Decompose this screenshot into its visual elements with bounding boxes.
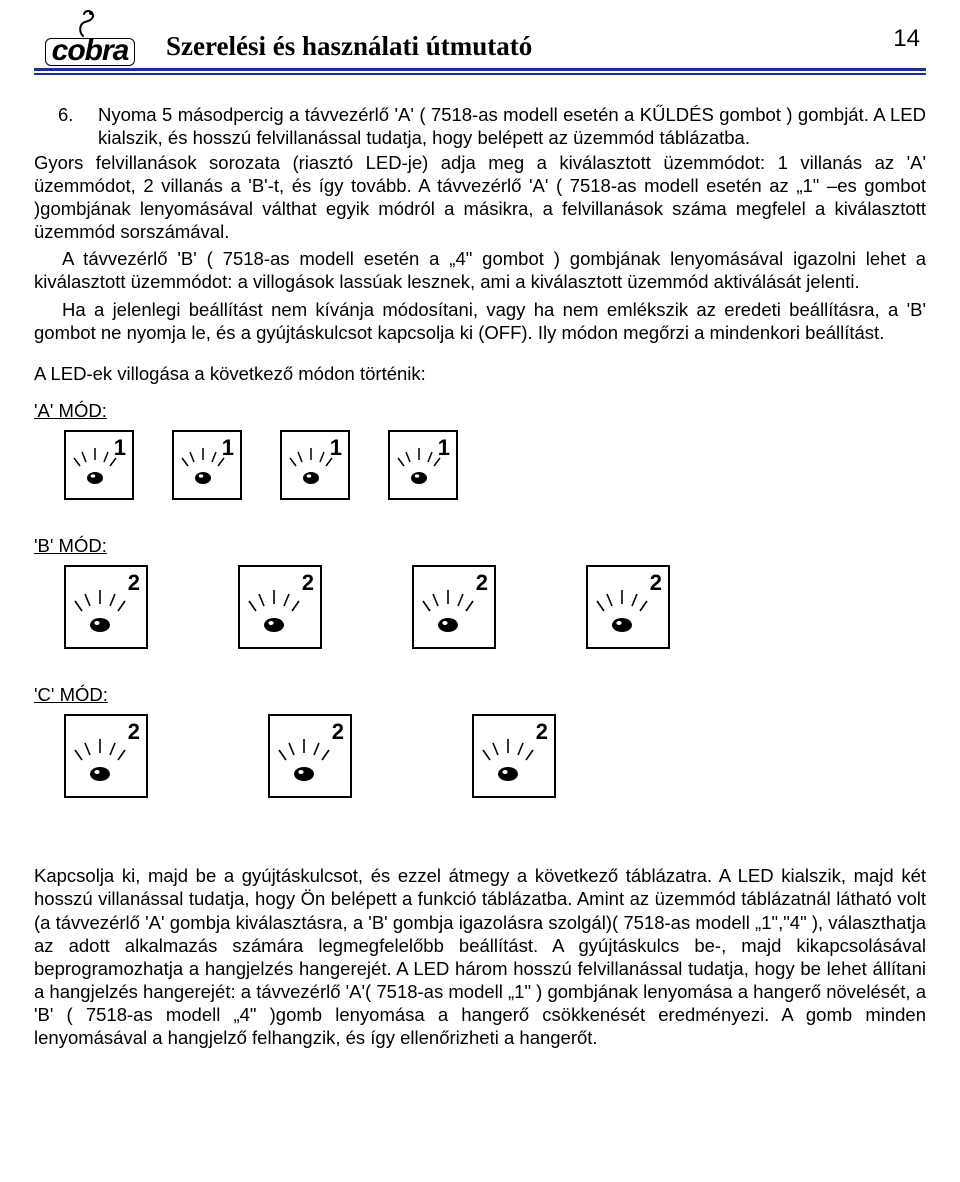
led-box: 1 xyxy=(280,430,350,500)
paragraph-2: A távvezérlő 'B' ( 7518-as modell esetén… xyxy=(34,247,926,293)
led-number: 2 xyxy=(128,718,140,746)
brand-name: cobra xyxy=(45,38,136,66)
led-box: 1 xyxy=(64,430,134,500)
led-flash-icon xyxy=(394,442,444,495)
led-box: 2 xyxy=(64,565,148,649)
led-box: 2 xyxy=(472,714,556,798)
led-intro: A LED-ek villogása a következő módon tör… xyxy=(34,362,926,385)
mode-b-row: 2 2 2 2 xyxy=(34,565,926,649)
led-flash-icon xyxy=(418,583,476,644)
led-flash-icon xyxy=(70,732,128,793)
paragraph-1: Gyors felvillanások sorozata (riasztó LE… xyxy=(34,151,926,244)
mode-a-row: 1 1 1 1 xyxy=(34,430,926,500)
led-flash-icon xyxy=(478,732,536,793)
led-box: 1 xyxy=(172,430,242,500)
header-rule xyxy=(34,68,926,77)
led-number: 2 xyxy=(128,569,140,597)
list-number: 6. xyxy=(34,103,98,149)
led-flash-icon xyxy=(178,442,228,495)
list-item-6: 6. Nyoma 5 másodpercig a távvezérlő 'A' … xyxy=(34,103,926,149)
led-flash-icon xyxy=(70,442,120,495)
led-flash-icon xyxy=(274,732,332,793)
led-box: 2 xyxy=(268,714,352,798)
led-flash-icon xyxy=(286,442,336,495)
page-content: 6. Nyoma 5 másodpercig a távvezérlő 'A' … xyxy=(34,103,926,1050)
header-left: cobra Szerelési és használati útmutató xyxy=(34,10,532,66)
led-number: 2 xyxy=(650,569,662,597)
page-number: 14 xyxy=(893,10,926,54)
mode-c-row: 2 2 2 xyxy=(34,714,926,798)
mode-a-label: 'A' MÓD: xyxy=(34,399,926,422)
document-title: Szerelési és használati útmutató xyxy=(166,30,532,66)
led-box: 2 xyxy=(64,714,148,798)
led-box: 2 xyxy=(586,565,670,649)
led-box: 2 xyxy=(238,565,322,649)
led-number: 2 xyxy=(476,569,488,597)
list-text: Nyoma 5 másodpercig a távvezérlő 'A' ( 7… xyxy=(98,103,926,149)
led-flash-icon xyxy=(70,583,128,644)
bottom-paragraph: Kapcsolja ki, majd be a gyújtáskulcsot, … xyxy=(34,864,926,1049)
led-number: 2 xyxy=(302,569,314,597)
page-header: cobra Szerelési és használati útmutató 1… xyxy=(34,10,926,66)
brand-logo: cobra xyxy=(34,10,146,66)
mode-b-label: 'B' MÓD: xyxy=(34,534,926,557)
page: cobra Szerelési és használati útmutató 1… xyxy=(0,0,960,1182)
paragraph-3: Ha a jelenlegi beállítást nem kívánja mó… xyxy=(34,298,926,344)
led-box: 2 xyxy=(412,565,496,649)
led-flash-icon xyxy=(592,583,650,644)
mode-c-label: 'C' MÓD: xyxy=(34,683,926,706)
led-number: 2 xyxy=(536,718,548,746)
led-box: 1 xyxy=(388,430,458,500)
led-number: 2 xyxy=(332,718,344,746)
led-flash-icon xyxy=(244,583,302,644)
